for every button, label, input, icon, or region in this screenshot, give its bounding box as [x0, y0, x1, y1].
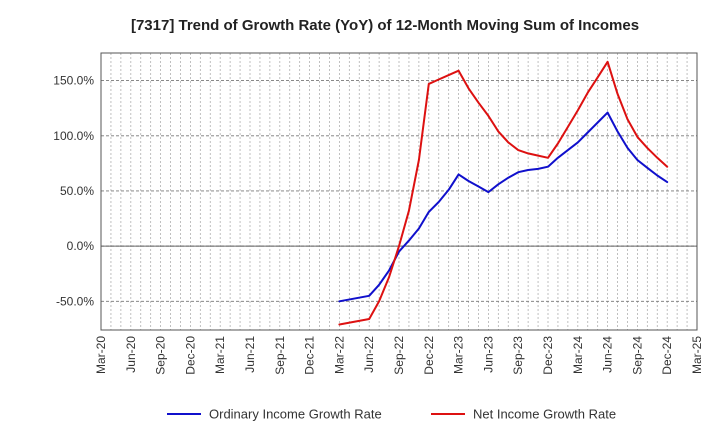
x-tick-label: Jun-24: [601, 336, 615, 373]
x-tick-label: Mar-21: [213, 336, 227, 374]
series-line-ordinary-income: [338, 111, 669, 303]
legend-label: Net Income Growth Rate: [473, 407, 616, 422]
x-tick-label: Dec-20: [183, 336, 197, 375]
x-tick-label: Sep-22: [392, 336, 406, 375]
x-tick-label: Mar-23: [452, 336, 466, 374]
x-tick-label: Mar-20: [94, 336, 108, 374]
x-tick-label: Dec-24: [660, 336, 674, 375]
y-tick-label: 0.0%: [67, 239, 95, 253]
y-tick-label: 100.0%: [53, 129, 94, 143]
legend: Ordinary Income Growth Rate Net Income Gr…: [167, 407, 616, 422]
plot-frame: [100, 52, 698, 331]
x-tick-label: Jun-23: [481, 336, 495, 373]
y-tick-label: 50.0%: [60, 184, 94, 198]
x-tick-label: Dec-21: [303, 336, 317, 375]
y-tick-label: 150.0%: [53, 74, 94, 88]
legend-label: Ordinary Income Growth Rate: [209, 407, 382, 422]
x-tick-label: Mar-25: [690, 336, 704, 374]
x-tick-label: Sep-23: [511, 336, 525, 375]
x-tick-label: Jun-22: [362, 336, 376, 373]
x-tick-label: Dec-23: [541, 336, 555, 375]
axes: [100, 52, 698, 331]
x-tick-label: Jun-20: [124, 336, 138, 373]
x-tick-label: Jun-21: [243, 336, 257, 373]
x-tick-label: Sep-20: [154, 336, 168, 375]
x-tick-label: Sep-21: [273, 336, 287, 375]
series-lines: [338, 60, 669, 326]
grid-lines: [100, 53, 698, 330]
x-tick-label: Mar-24: [571, 336, 585, 374]
y-tick-label: -50.0%: [56, 294, 94, 308]
x-tick-label: Mar-22: [332, 336, 346, 374]
x-tick-label: Sep-24: [630, 336, 644, 375]
x-tick-label: Dec-22: [422, 336, 436, 375]
series-line-net-income: [338, 60, 669, 326]
x-axis-tick-labels: Mar-20 Jun-20 Sep-20 Dec-20 Mar-21 Jun-21 Sep-…: [94, 336, 704, 375]
chart-title: [7317] Trend of Growth Rate (YoY) of 12-…: [131, 17, 639, 34]
y-axis-tick-labels: -50.0% 0.0% 50.0% 100.0% 150.0%: [53, 74, 94, 309]
